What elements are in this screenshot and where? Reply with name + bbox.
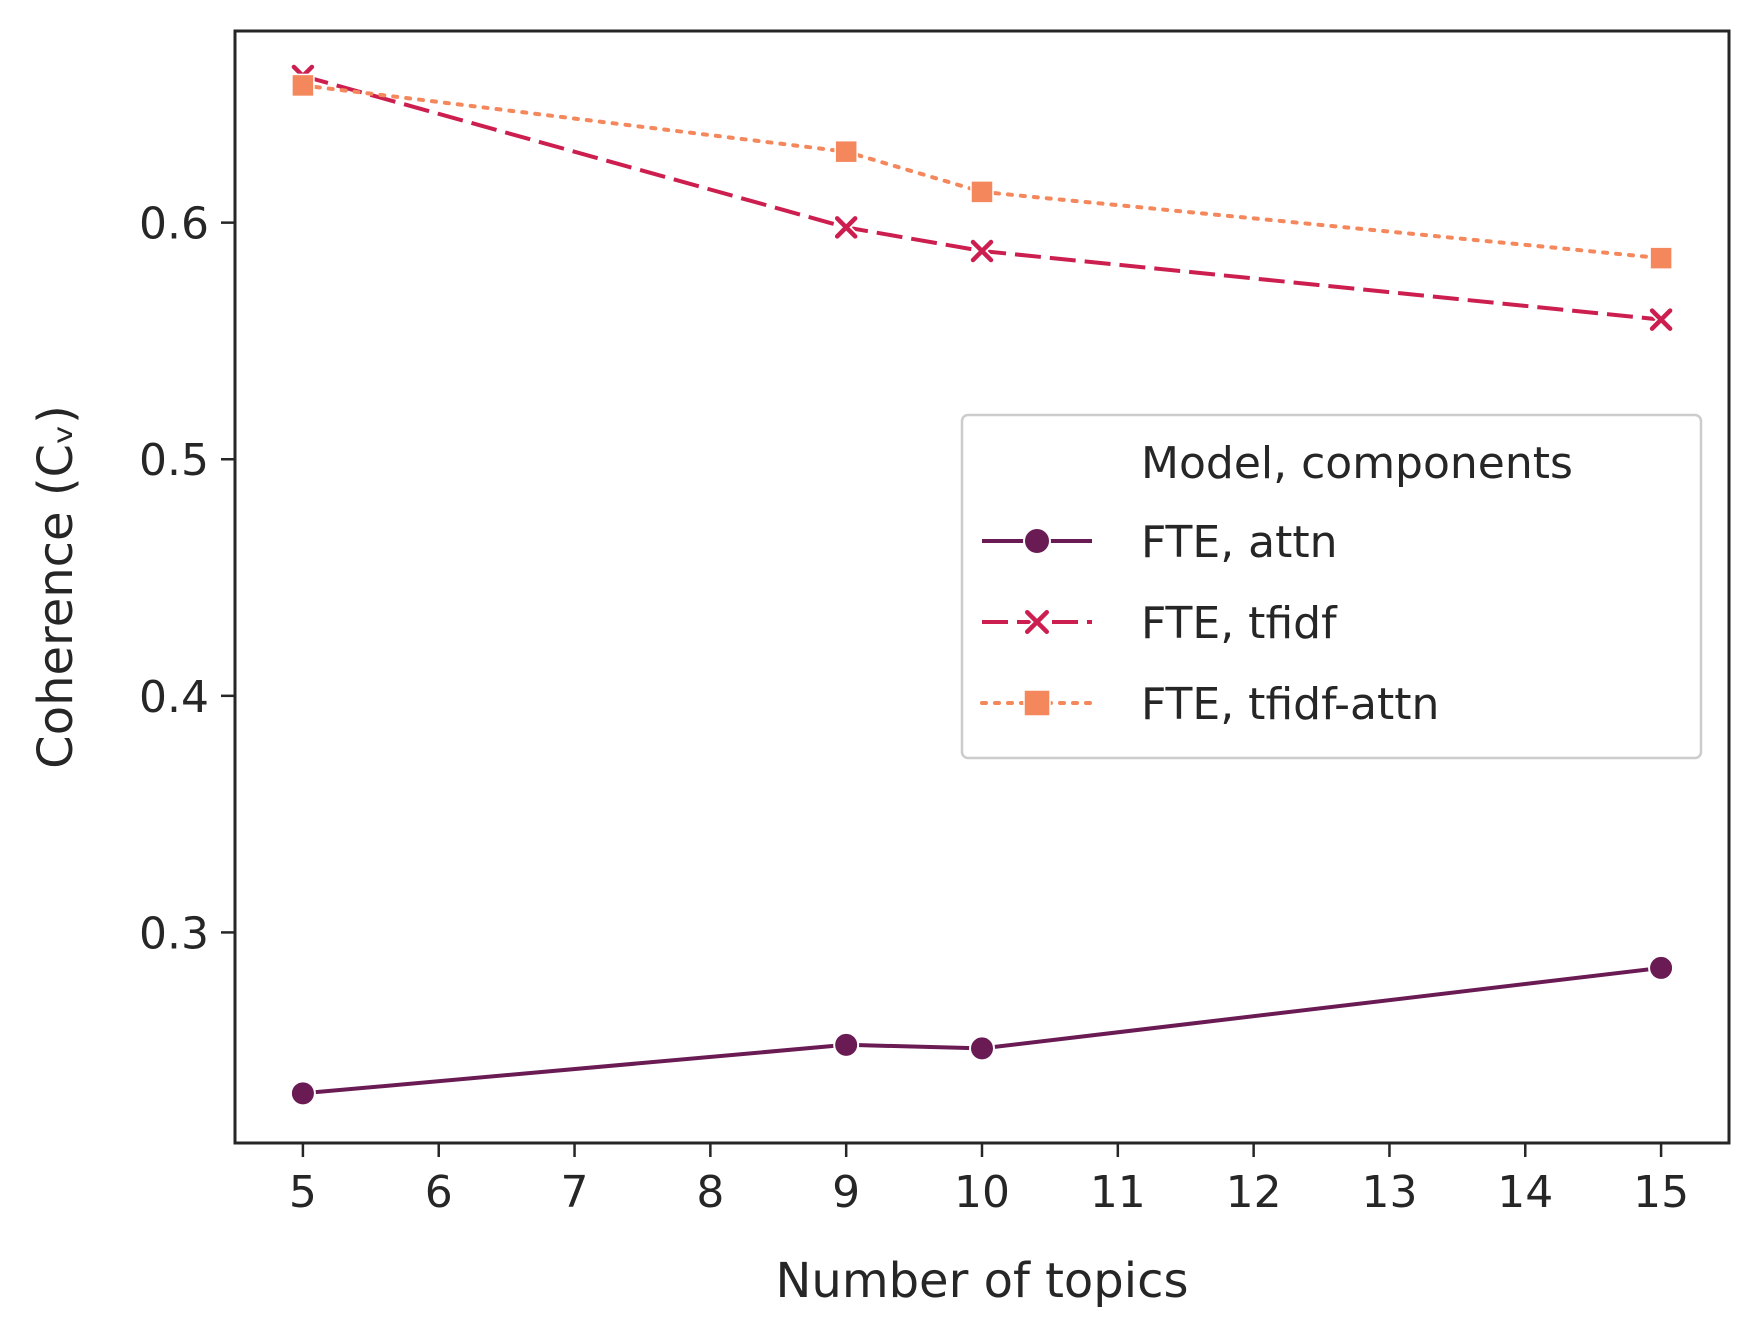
- legend-entry: FTE, attn: [982, 517, 1338, 568]
- legend-marker: [1023, 527, 1051, 555]
- data-point: [1649, 246, 1673, 270]
- legend-title: Model, components: [1141, 438, 1573, 489]
- series-line: [300, 83, 1664, 261]
- legend-entry: FTE, tfidf: [982, 598, 1338, 649]
- legend-entries: FTE, attn FTE, tfidf FTE, tfidf-attn: [980, 517, 1439, 730]
- x-tick-label: 11: [1090, 1167, 1146, 1218]
- x-tick-label: 6: [425, 1167, 453, 1218]
- x-tick-label: 9: [832, 1167, 860, 1218]
- data-point: [291, 73, 315, 98]
- data-point: [1648, 954, 1675, 981]
- legend-marker: [1023, 689, 1051, 717]
- legend-box: [960, 413, 1703, 760]
- x-tick-label: 10: [954, 1167, 1010, 1218]
- y-tick-label: 0.5: [139, 435, 209, 486]
- data-point: [969, 1035, 995, 1062]
- series-1: [289, 954, 1675, 1107]
- legend-label: FTE, tfidf: [1141, 598, 1338, 649]
- x-tick-label: 14: [1497, 1167, 1553, 1218]
- data-point: [833, 1031, 860, 1058]
- series-line: [302, 965, 1662, 1096]
- legend-marker: [1023, 608, 1051, 636]
- data-point: [834, 139, 858, 164]
- x-tick-label: 7: [561, 1167, 589, 1218]
- y-axis: 0.3 0.4 0.5 0.6: [139, 199, 235, 959]
- series-line: [302, 74, 1662, 322]
- y-tick-label: 0.3: [139, 908, 209, 959]
- data-point: [1648, 306, 1675, 333]
- data-point: [289, 1080, 316, 1107]
- legend-label: FTE, tfidf-attn: [1141, 679, 1439, 730]
- x-tick-label: 12: [1226, 1167, 1282, 1218]
- legend-entry: FTE, tfidf-attn: [980, 679, 1439, 730]
- data-point: [970, 180, 994, 204]
- x-axis: 5 6 7 8 9 10 11 12 13 14 15: [289, 1143, 1689, 1218]
- legend-label: FTE, attn: [1141, 517, 1338, 568]
- data-point: [969, 238, 995, 265]
- y-tick-label: 0.6: [139, 199, 209, 250]
- x-tick-label: 5: [289, 1167, 317, 1218]
- x-tick-label: 8: [696, 1167, 724, 1218]
- series-3: [291, 73, 1673, 270]
- y-axis-title: Coherence (Cᵥ): [28, 405, 84, 769]
- data-point: [833, 214, 860, 241]
- x-tick-label: 13: [1361, 1167, 1417, 1218]
- x-axis-title: Number of topics: [776, 1253, 1189, 1309]
- y-tick-label: 0.4: [139, 672, 209, 723]
- x-tick-label: 15: [1633, 1167, 1689, 1218]
- series-layer: [289, 62, 1675, 1107]
